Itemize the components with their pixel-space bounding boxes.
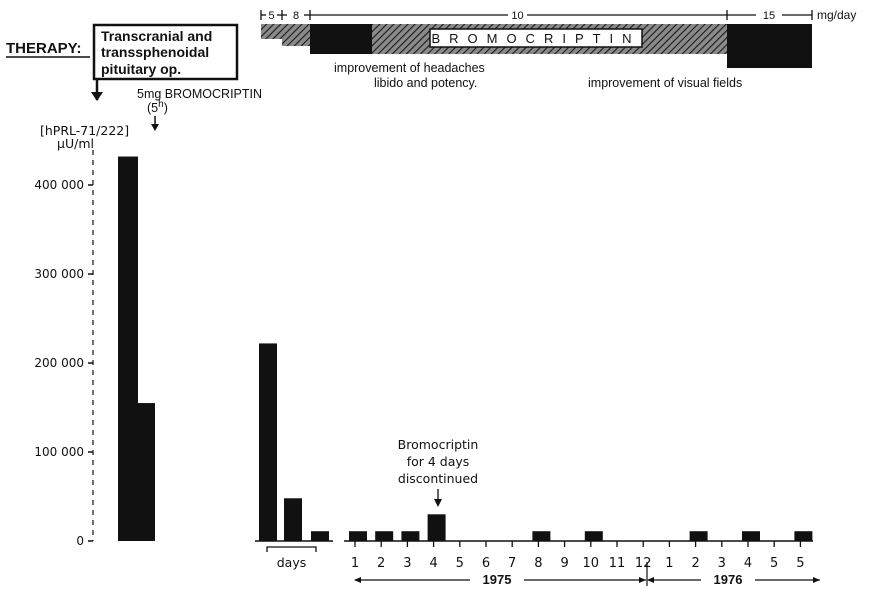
y-tick-label: 100 000 bbox=[34, 445, 84, 459]
drug-name: BROMOCRIPTIN bbox=[431, 31, 640, 46]
bars bbox=[118, 156, 813, 541]
initial-dose-line-2: (5h) bbox=[147, 99, 168, 115]
month-tick-label: 9 bbox=[560, 556, 568, 571]
dose-label-15: 15 bbox=[763, 10, 775, 22]
prolactin-bar bbox=[532, 531, 551, 541]
prolactin-bar bbox=[375, 531, 394, 541]
month-tick-label: 8 bbox=[534, 556, 542, 571]
days-bracket bbox=[266, 546, 317, 552]
prolactin-bar bbox=[118, 156, 138, 541]
prolactin-bar bbox=[427, 514, 446, 541]
bromocriptin-dark-start bbox=[310, 24, 372, 54]
dose-label-5: 5 bbox=[268, 10, 274, 22]
year-1975-label: 1975 bbox=[483, 572, 512, 587]
month-tick-label: 1 bbox=[351, 556, 359, 571]
note-visual-fields: improvement of visual fields bbox=[588, 76, 742, 90]
month-ticks: 1 2 3 4 5 6 7 8 9 10 11 12 1 2 3 4 5 5 bbox=[351, 541, 805, 571]
dose-label-10: 10 bbox=[511, 10, 523, 22]
discontinued-line-1: Bromocriptin bbox=[398, 437, 479, 452]
month-tick-label: 3 bbox=[403, 556, 411, 571]
month-tick-label: 5 bbox=[770, 556, 778, 571]
bromocriptin-dark-end bbox=[727, 24, 812, 68]
operation-line-1: Transcranial and bbox=[101, 28, 212, 44]
month-tick-label: 4 bbox=[744, 556, 752, 571]
y-tick-label: 200 000 bbox=[34, 356, 84, 370]
discontinued-line-2: for 4 days bbox=[407, 454, 470, 469]
prolactin-bar bbox=[259, 343, 277, 541]
note-headaches-line-1: improvement of headaches bbox=[334, 61, 485, 75]
dose-label-8: 8 bbox=[293, 10, 299, 22]
month-tick-label: 3 bbox=[718, 556, 726, 571]
prolactin-bar bbox=[584, 531, 603, 541]
note-headaches-line-2: libido and potency. bbox=[374, 76, 477, 90]
prolactin-bar bbox=[794, 531, 813, 541]
therapy-label: THERAPY: bbox=[6, 40, 82, 57]
dose-unit: mg/day bbox=[817, 8, 856, 22]
prolactin-bar bbox=[284, 498, 302, 541]
month-tick-label: 2 bbox=[691, 556, 699, 571]
y-axis-label-line-2: µU/ml bbox=[57, 136, 94, 151]
y-ticks: 0 100 000 200 000 300 000 400 000 bbox=[34, 178, 93, 548]
discontinued-line-3: discontinued bbox=[398, 471, 478, 486]
dose-scale bbox=[260, 10, 813, 20]
prolactin-bar bbox=[137, 403, 155, 541]
month-tick-label: 5 bbox=[796, 556, 804, 571]
y-axis-label-line-1: [hPRL-71/222] bbox=[40, 123, 129, 138]
month-tick-label: 7 bbox=[508, 556, 516, 571]
y-tick-label: 300 000 bbox=[34, 267, 84, 281]
month-tick-label: 2 bbox=[377, 556, 385, 571]
month-tick-label: 11 bbox=[609, 556, 626, 571]
month-tick-label: 12 bbox=[635, 556, 652, 571]
y-tick-label: 400 000 bbox=[34, 178, 84, 192]
operation-line-3: pituitary op. bbox=[101, 61, 181, 77]
operation-arrowhead bbox=[91, 92, 103, 101]
operation-box bbox=[92, 23, 239, 81]
days-label: days bbox=[277, 555, 307, 570]
month-tick-label: 10 bbox=[583, 556, 600, 571]
prolactin-bar bbox=[349, 531, 367, 541]
operation-line-2: transsphenoidal bbox=[101, 44, 209, 60]
month-tick-label: 4 bbox=[429, 556, 437, 571]
discontinued-arrowhead bbox=[434, 499, 442, 507]
year-1976-label: 1976 bbox=[714, 572, 743, 587]
y-tick-label: 0 bbox=[76, 534, 84, 548]
prolactin-bar bbox=[401, 531, 420, 541]
drug-name-box bbox=[429, 28, 643, 48]
prolactin-bar bbox=[689, 531, 708, 541]
initial-dose-line-1: 5mg BROMOCRIPTIN bbox=[137, 87, 262, 101]
month-tick-label: 6 bbox=[482, 556, 490, 571]
month-tick-label: 1 bbox=[665, 556, 673, 571]
initial-dose-arrowhead bbox=[151, 124, 159, 131]
prolactin-bar bbox=[742, 531, 760, 541]
month-tick-label: 5 bbox=[456, 556, 464, 571]
prolactin-bar bbox=[311, 531, 329, 541]
